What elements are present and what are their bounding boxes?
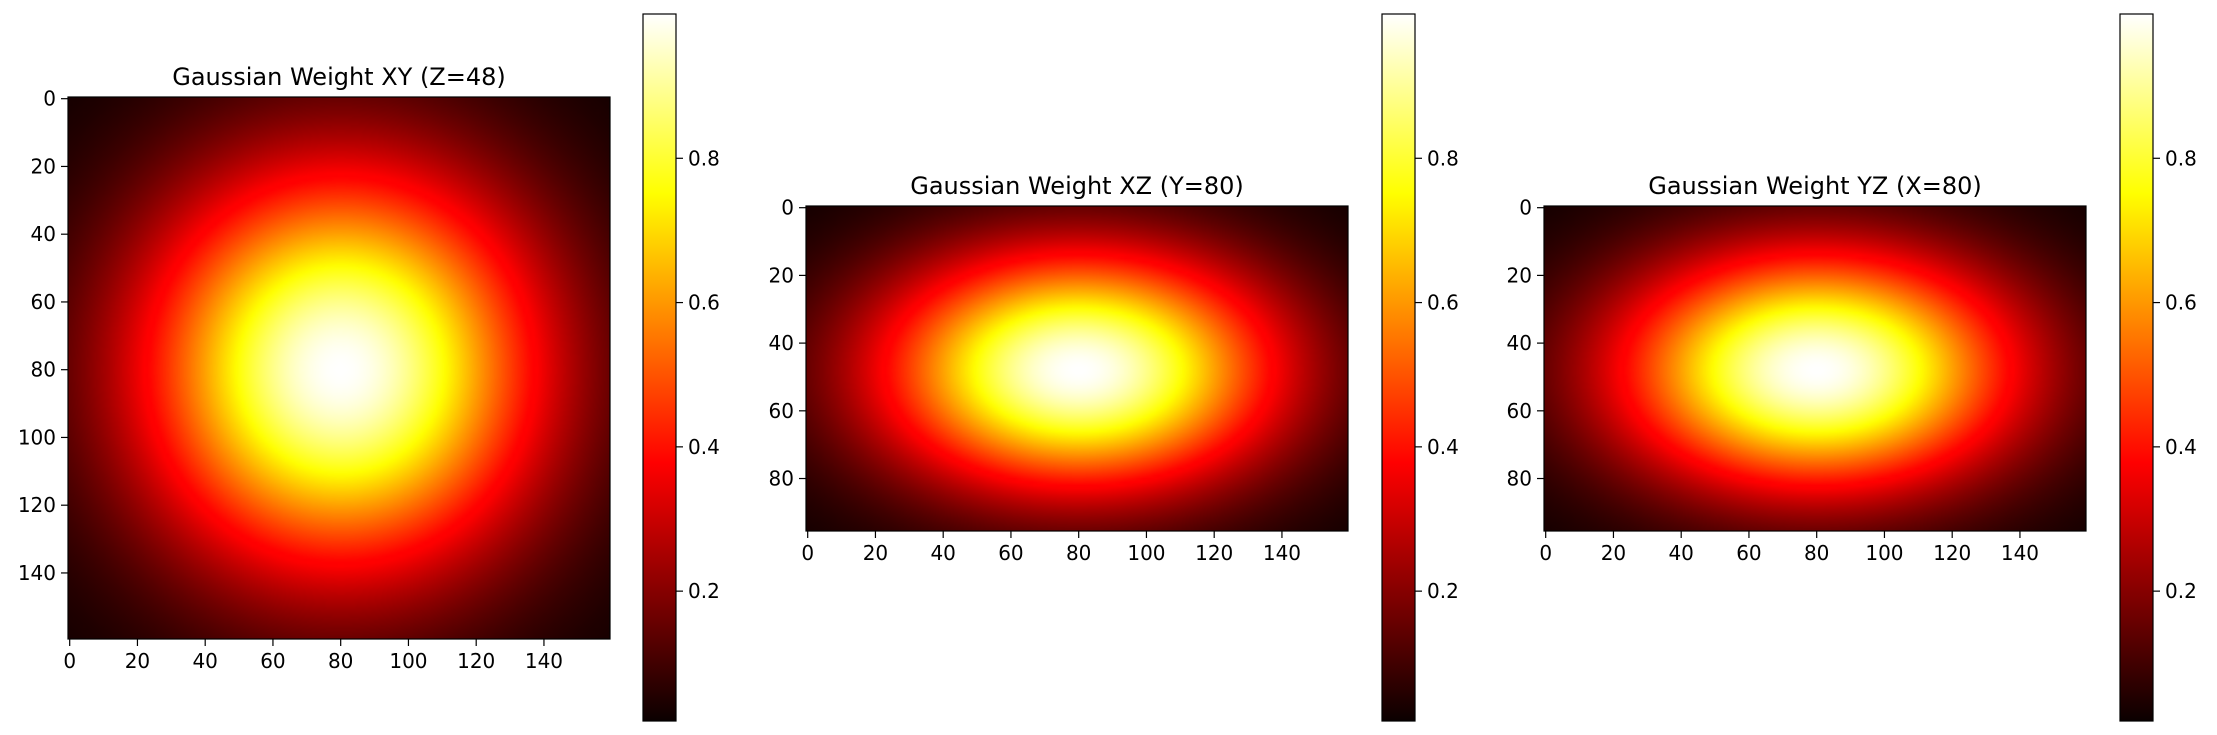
- chart-title: Gaussian Weight XY (Z=48): [172, 63, 506, 91]
- x-tick-label: 80: [328, 649, 353, 673]
- colorbar-axis: 0.2 0.4 0.6 0.8: [1415, 146, 1459, 603]
- colorbar-axis: 0.2 0.4 0.6 0.8: [2153, 146, 2197, 603]
- y-tick-label: 20: [769, 263, 794, 287]
- y-tick-label: 20: [1507, 263, 1532, 287]
- x-tick-label: 0: [63, 649, 76, 673]
- plot-frame: [67, 96, 611, 640]
- x-tick-label: 0: [801, 541, 814, 565]
- heatmap-panel-xz: Gaussian Weight XZ (Y=80) 0 20 40 60 80 100 12…: [769, 172, 1349, 565]
- x-tick-label: 140: [1263, 541, 1301, 565]
- x-tick-label: 80: [1804, 541, 1829, 565]
- x-axis: 0 20 40 60 80 100 120 140: [801, 531, 1301, 565]
- x-tick-label: 140: [525, 649, 563, 673]
- x-tick-label: 140: [2001, 541, 2039, 565]
- x-tick-label: 100: [1865, 541, 1903, 565]
- x-tick-label: 60: [1736, 541, 1761, 565]
- colorbar-tick-label: 0.2: [688, 579, 720, 603]
- colorbar-tick-label: 0.8: [2165, 146, 2197, 170]
- plot-frame: [1543, 205, 2087, 532]
- colorbar: 0.2 0.4 0.6 0.8: [642, 13, 720, 722]
- colorbar-tick-label: 0.6: [2165, 291, 2197, 315]
- y-tick-label: 0: [43, 87, 56, 111]
- plot-frame: [805, 205, 1349, 532]
- heatmap-image: [806, 206, 1348, 531]
- y-axis: 0 20 40 60 80: [1507, 196, 1544, 491]
- chart-title: Gaussian Weight YZ (X=80): [1648, 172, 1982, 200]
- x-tick-label: 100: [1127, 541, 1165, 565]
- y-tick-label: 80: [769, 467, 794, 491]
- x-tick-label: 120: [1933, 541, 1971, 565]
- y-tick-label: 80: [31, 358, 56, 382]
- y-tick-label: 60: [769, 399, 794, 423]
- chart-title: Gaussian Weight XZ (Y=80): [910, 172, 1244, 200]
- x-axis: 0 20 40 60 80 100 120 140: [63, 639, 563, 673]
- colorbar-axis: 0.2 0.4 0.6 0.8: [676, 146, 720, 603]
- y-tick-label: 0: [781, 196, 794, 220]
- heatmap-image: [1544, 206, 2086, 531]
- y-tick-label: 40: [31, 222, 56, 246]
- y-tick-label: 120: [18, 493, 56, 517]
- y-tick-label: 40: [1507, 331, 1532, 355]
- heatmap-image: [68, 97, 610, 639]
- colorbar-tick-label: 0.6: [688, 291, 720, 315]
- y-tick-label: 20: [31, 154, 56, 178]
- colorbar: 0.2 0.4 0.6 0.8: [2119, 13, 2197, 722]
- heatmap-panel-xy: Gaussian Weight XY (Z=48) 0 20 40 60 80 100 12…: [18, 63, 611, 673]
- x-tick-label: 120: [457, 649, 495, 673]
- y-tick-label: 40: [769, 331, 794, 355]
- colorbar-tick-label: 0.8: [1427, 146, 1459, 170]
- x-tick-label: 60: [260, 649, 285, 673]
- x-tick-label: 60: [998, 541, 1023, 565]
- x-tick-label: 0: [1539, 541, 1552, 565]
- colorbar-gradient: [1381, 13, 1416, 722]
- colorbar-tick-label: 0.4: [1427, 435, 1459, 459]
- x-tick-label: 20: [125, 649, 150, 673]
- colorbar-tick-label: 0.2: [2165, 579, 2197, 603]
- x-tick-label: 20: [1601, 541, 1626, 565]
- y-tick-label: 60: [31, 290, 56, 314]
- colorbar-gradient: [642, 13, 677, 722]
- colorbar-tick-label: 0.2: [1427, 579, 1459, 603]
- colorbar-tick-label: 0.6: [1427, 291, 1459, 315]
- y-tick-label: 100: [18, 425, 56, 449]
- x-tick-label: 40: [1668, 541, 1693, 565]
- x-tick-label: 120: [1195, 541, 1233, 565]
- y-tick-label: 60: [1507, 399, 1532, 423]
- y-axis: 0 20 40 60 80: [769, 196, 806, 491]
- heatmap-panel-yz: Gaussian Weight YZ (X=80) 0 20 40 60 80 100 12…: [1507, 172, 2087, 565]
- y-tick-label: 80: [1507, 467, 1532, 491]
- y-tick-label: 140: [18, 561, 56, 585]
- y-tick-label: 0: [1519, 196, 1532, 220]
- colorbar-gradient: [2119, 13, 2154, 722]
- x-tick-label: 40: [930, 541, 955, 565]
- colorbar: 0.2 0.4 0.6 0.8: [1381, 13, 1459, 722]
- colorbar-tick-label: 0.4: [688, 435, 720, 459]
- y-axis: 0 20 40 60 80 100 120 140: [18, 87, 68, 585]
- x-tick-label: 100: [389, 649, 427, 673]
- x-tick-label: 20: [863, 541, 888, 565]
- x-tick-label: 40: [192, 649, 217, 673]
- colorbar-tick-label: 0.8: [688, 146, 720, 170]
- x-axis: 0 20 40 60 80 100 120 140: [1539, 531, 2039, 565]
- x-tick-label: 80: [1066, 541, 1091, 565]
- colorbar-tick-label: 0.4: [2165, 435, 2197, 459]
